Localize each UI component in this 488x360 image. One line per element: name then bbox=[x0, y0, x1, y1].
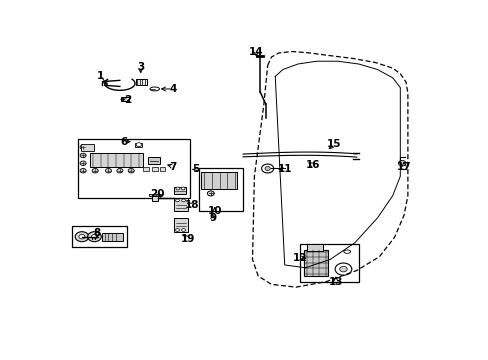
Circle shape bbox=[79, 234, 85, 239]
Ellipse shape bbox=[150, 87, 159, 91]
Circle shape bbox=[105, 168, 111, 173]
Circle shape bbox=[181, 199, 185, 202]
Circle shape bbox=[181, 229, 185, 231]
Circle shape bbox=[87, 232, 101, 242]
Bar bbox=[159, 167, 165, 171]
Bar bbox=[148, 157, 159, 164]
Text: 6: 6 bbox=[120, 136, 127, 147]
Circle shape bbox=[175, 199, 179, 202]
Text: 3: 3 bbox=[137, 62, 144, 72]
Text: 2: 2 bbox=[123, 95, 131, 105]
Circle shape bbox=[264, 167, 270, 170]
Text: 16: 16 bbox=[305, 160, 320, 170]
Text: 4: 4 bbox=[169, 84, 176, 94]
Bar bbox=[299, 244, 358, 282]
Circle shape bbox=[80, 145, 86, 149]
Text: 13: 13 bbox=[328, 276, 343, 287]
Bar bbox=[78, 139, 189, 198]
Text: 12: 12 bbox=[292, 253, 306, 263]
Circle shape bbox=[334, 263, 351, 275]
Text: 19: 19 bbox=[181, 234, 195, 244]
Circle shape bbox=[128, 168, 134, 173]
Bar bbox=[121, 97, 129, 101]
Circle shape bbox=[80, 161, 86, 166]
Text: 9: 9 bbox=[209, 213, 216, 223]
Text: 7: 7 bbox=[169, 162, 176, 172]
Bar bbox=[174, 187, 186, 194]
Text: 18: 18 bbox=[184, 201, 199, 210]
Text: 15: 15 bbox=[326, 139, 341, 149]
Text: 8: 8 bbox=[93, 228, 101, 238]
Bar bbox=[307, 244, 322, 251]
Bar bbox=[149, 194, 161, 197]
Bar bbox=[199, 168, 243, 211]
Text: 1: 1 bbox=[97, 72, 104, 81]
Circle shape bbox=[75, 232, 89, 242]
Text: 20: 20 bbox=[150, 189, 164, 199]
Text: 11: 11 bbox=[277, 164, 291, 174]
Text: 14: 14 bbox=[248, 46, 263, 57]
Circle shape bbox=[80, 153, 86, 158]
Text: 10: 10 bbox=[207, 206, 222, 216]
Text: 17: 17 bbox=[396, 162, 410, 172]
Bar bbox=[72, 226, 127, 247]
Circle shape bbox=[176, 187, 180, 190]
Circle shape bbox=[207, 191, 214, 196]
Bar bbox=[303, 250, 327, 276]
Circle shape bbox=[92, 168, 98, 173]
Circle shape bbox=[261, 164, 273, 173]
Bar bbox=[201, 172, 237, 189]
Bar bbox=[81, 144, 94, 151]
Bar bbox=[152, 195, 158, 201]
Bar bbox=[174, 198, 188, 211]
Ellipse shape bbox=[343, 250, 350, 253]
Bar bbox=[136, 79, 147, 85]
Bar bbox=[102, 233, 122, 240]
Bar bbox=[89, 153, 142, 167]
Bar bbox=[152, 167, 158, 171]
Circle shape bbox=[117, 168, 122, 173]
Circle shape bbox=[91, 234, 97, 239]
Bar bbox=[135, 143, 142, 147]
Bar bbox=[174, 218, 188, 232]
Text: 5: 5 bbox=[192, 164, 199, 174]
Circle shape bbox=[175, 229, 179, 231]
Circle shape bbox=[339, 266, 346, 272]
Circle shape bbox=[181, 187, 184, 190]
Bar bbox=[142, 167, 149, 171]
Circle shape bbox=[398, 161, 405, 166]
Circle shape bbox=[136, 143, 141, 147]
Circle shape bbox=[80, 168, 86, 173]
